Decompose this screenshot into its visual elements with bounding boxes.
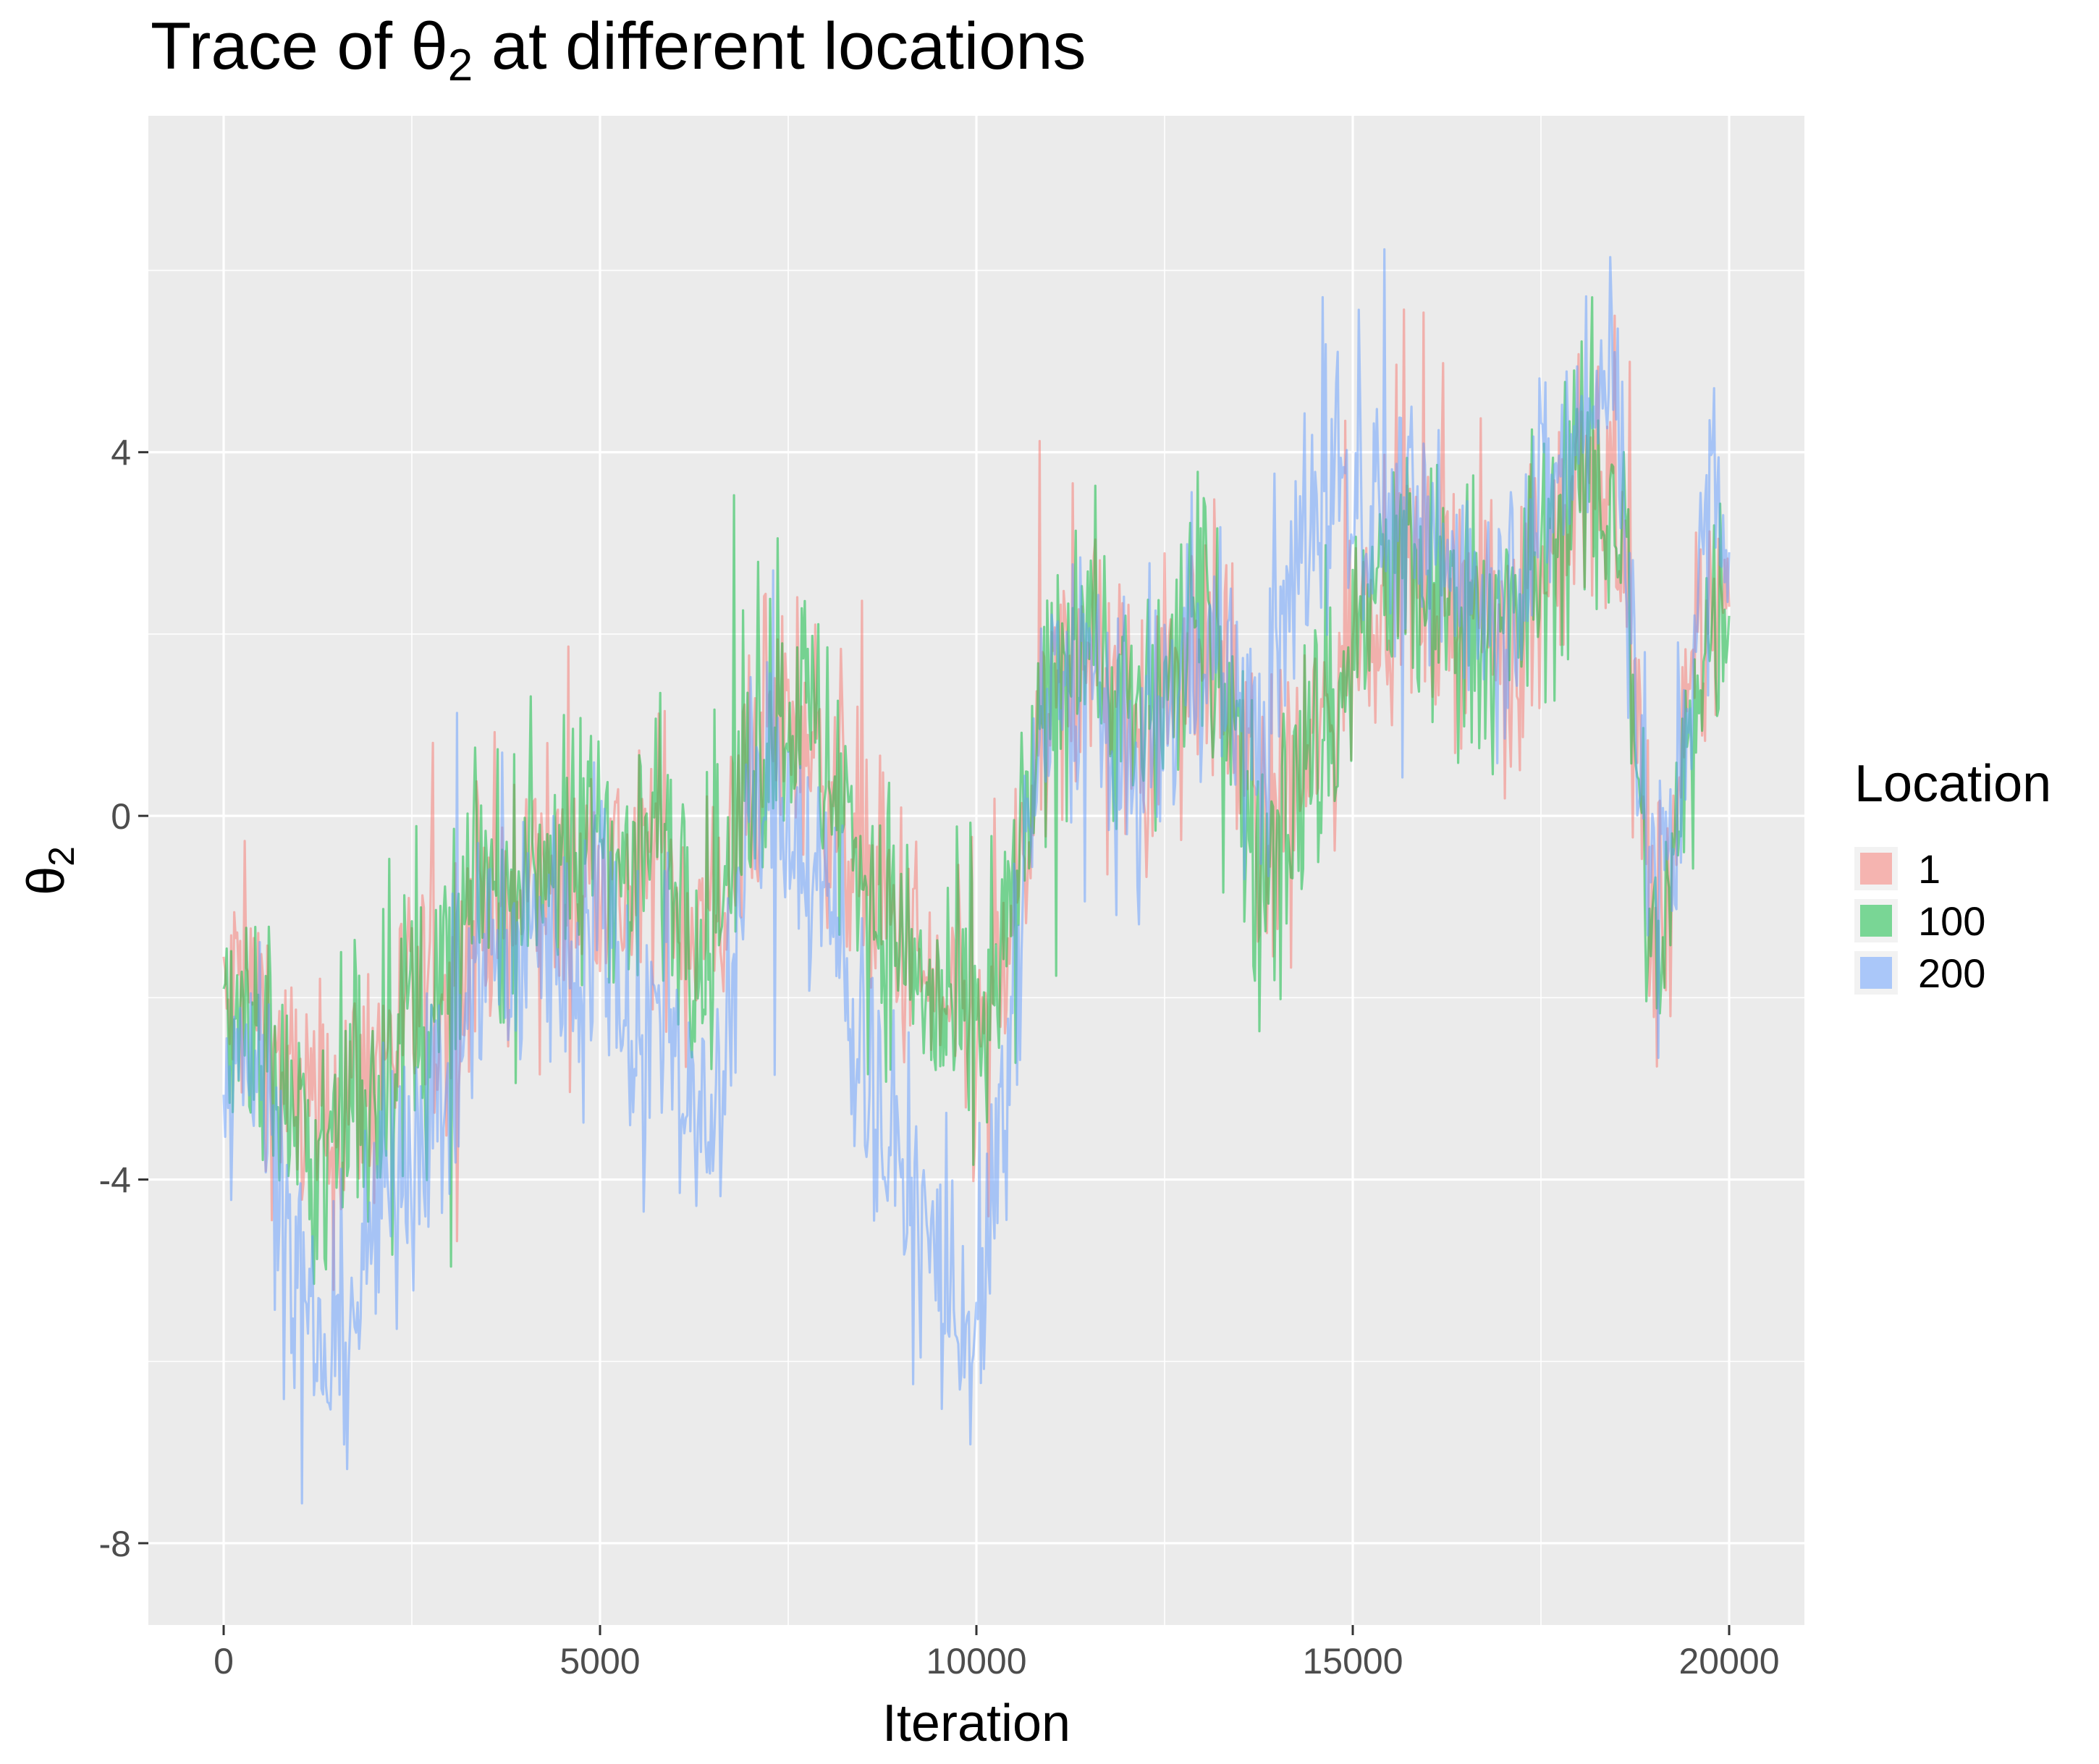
grid-major [148,116,1804,1625]
chart-title-subscript: 2 [448,41,473,90]
chart-title-symbol: θ [411,9,448,83]
legend-items: 1 100 200 [1854,846,1985,996]
x-tick-label: 20000 [1678,1641,1779,1681]
legend-key-1 [1860,853,1892,885]
y-axis-title-symbol: θ [17,866,75,895]
legend: Location 1 100 200 [1854,755,2051,996]
x-axis: 0 5000 10000 15000 20000 [214,1625,1780,1681]
x-tick-label: 15000 [1302,1641,1403,1681]
x-tick-label: 10000 [926,1641,1026,1681]
legend-label-100: 100 [1918,898,1985,944]
chart-title-prefix: Trace of [151,9,411,83]
legend-title: Location [1854,755,2051,813]
series-line-200 [222,248,1731,1505]
y-axis-title-subscript: 2 [41,846,82,866]
y-tick-label: -4 [99,1160,131,1201]
series-layer [222,248,1731,1505]
legend-key-100 [1860,905,1892,937]
chart-title: Trace of θ2 at different locations [151,9,1086,90]
chart-title-suffix: at different locations [473,9,1086,83]
x-tick-label: 0 [214,1641,234,1681]
x-axis-title: Iteration [882,1695,1070,1752]
y-tick-label: -8 [99,1524,131,1564]
y-tick-label: 4 [111,433,131,473]
y-tick-label: 0 [111,796,131,837]
y-axis-title: θ2 [17,846,82,895]
legend-label-1: 1 [1918,846,1940,892]
legend-label-200: 200 [1918,950,1985,996]
y-axis: -8 -4 0 4 [99,433,148,1564]
legend-key-200 [1860,957,1892,989]
x-tick-label: 5000 [559,1641,640,1681]
